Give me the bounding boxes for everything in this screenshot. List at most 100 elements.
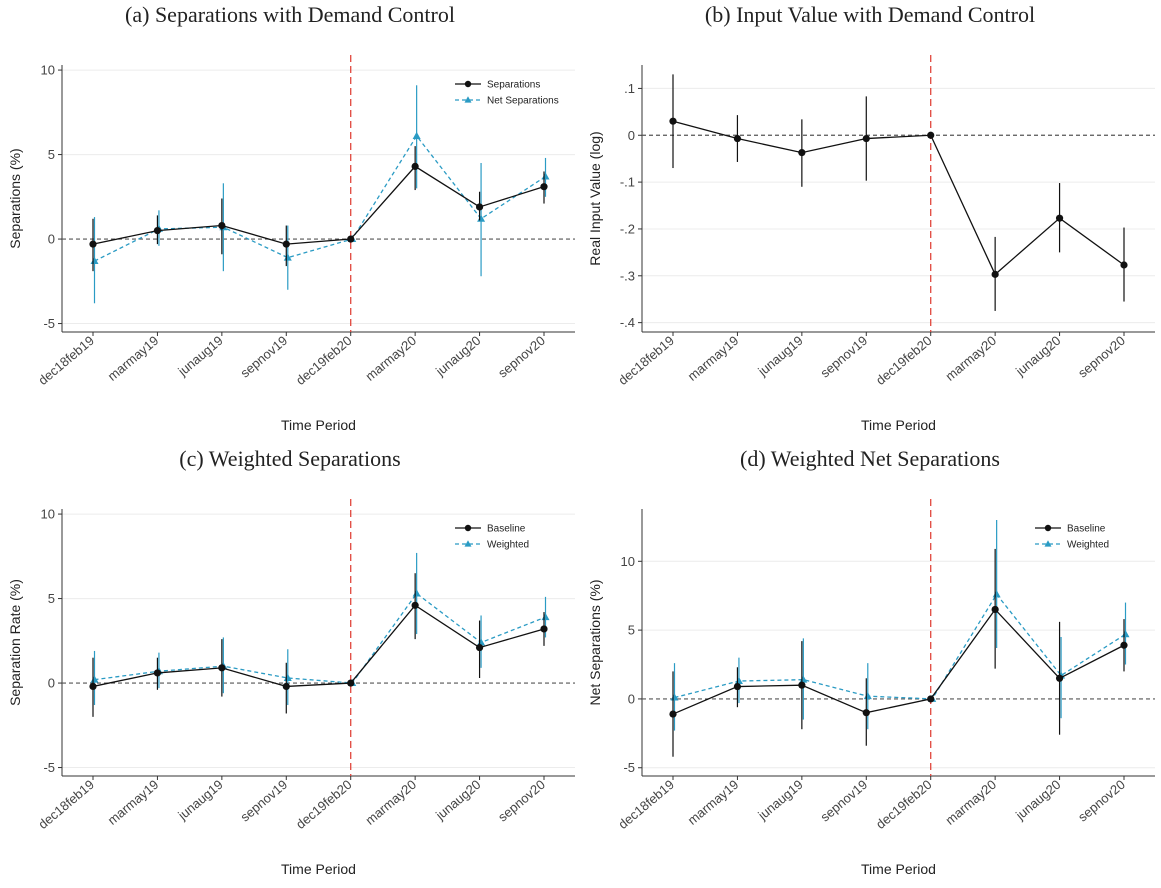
data-point <box>411 601 419 609</box>
data-point <box>1055 214 1064 222</box>
panel-d: (d) Weighted Net Separations -5 0 5 10 dec18… <box>580 444 1160 888</box>
x-tick-label: junaug19 <box>754 333 805 380</box>
data-point <box>798 148 806 157</box>
y-tick-label: 5 <box>48 591 55 606</box>
data-point <box>1120 641 1128 649</box>
y-tick-label: .1 <box>624 81 635 96</box>
x-tick-label: marmay19 <box>105 333 162 384</box>
series-line <box>674 593 1126 700</box>
data-point <box>1121 630 1130 638</box>
legend-label: Weighted <box>1067 540 1109 551</box>
legend-marker <box>1044 524 1052 532</box>
chart-b: .1 0 -.1 -.2 -.3 -.4 dec18feb19 marmay19 junaug1… <box>587 55 1155 433</box>
x-tick-label: junaug20 <box>1012 777 1063 824</box>
data-point <box>412 589 421 597</box>
data-point <box>1055 674 1064 682</box>
y-tick-label: -5 <box>43 760 55 775</box>
series-line <box>94 134 546 262</box>
data-point <box>540 625 548 633</box>
series-line <box>94 592 546 684</box>
x-tick-label: sepnov19 <box>817 333 870 381</box>
data-point <box>347 235 355 243</box>
x-tick-label: sepnov19 <box>237 333 290 381</box>
y-tick-label: 10 <box>41 63 55 78</box>
x-tick-label: sepnov20 <box>1075 777 1128 825</box>
x-tick-label: sepnov20 <box>1075 333 1128 381</box>
data-point <box>218 664 226 672</box>
x-tick-label: sepnov20 <box>495 777 548 825</box>
x-tick-label: marmay19 <box>685 333 742 384</box>
data-point <box>153 227 162 235</box>
data-point <box>669 710 677 718</box>
data-point <box>89 682 97 691</box>
y-tick-label: 10 <box>41 507 55 522</box>
y-tick-label: -5 <box>623 760 635 775</box>
y-tick-label: -.4 <box>620 315 635 330</box>
legend-label: Separations <box>487 80 540 91</box>
data-point <box>733 134 742 143</box>
panel-title: (b) Input Value with Demand Control <box>704 2 1036 27</box>
y-tick-label: 0 <box>48 232 55 247</box>
data-point <box>733 682 742 691</box>
data-point <box>153 669 162 677</box>
x-axis-title: Time Period <box>281 861 356 877</box>
data-point <box>991 605 999 614</box>
y-tick-label: -5 <box>43 316 55 331</box>
data-point <box>89 240 97 248</box>
data-point <box>411 162 419 170</box>
data-point <box>1120 261 1128 269</box>
data-point <box>412 131 421 139</box>
y-axis-title: Separations (%) <box>7 148 23 248</box>
y-axis-title: Real Input Value (log) <box>587 131 603 265</box>
legend-label: Net Separations <box>487 96 559 107</box>
x-tick-label: junaug19 <box>754 777 805 824</box>
series-line <box>672 120 1125 276</box>
y-axis-title: Net Separations (%) <box>587 579 603 705</box>
y-tick-label: 5 <box>628 623 635 638</box>
panel-title: (d) Weighted Net Separations <box>740 446 1000 471</box>
legend-label: Baseline <box>487 524 526 535</box>
x-tick-label: dec18feb19 <box>35 333 97 388</box>
y-tick-label: -.3 <box>620 268 635 283</box>
x-tick-label: dec18feb19 <box>615 777 677 832</box>
y-tick-label: 0 <box>628 691 635 706</box>
x-tick-label: junaug19 <box>174 777 225 824</box>
panel-a: (a) Separations with Demand Control -5 0 5… <box>0 0 580 444</box>
legend-marker <box>464 524 472 532</box>
data-point <box>218 221 226 230</box>
data-point <box>862 134 870 143</box>
x-axis-title: Time Period <box>861 417 936 433</box>
data-point <box>734 676 743 685</box>
panel-c: (c) Weighted Separations -5 0 5 10 dec18feb1… <box>0 444 580 888</box>
panel-b: (b) Input Value with Demand Control .1 0 -… <box>580 0 1160 444</box>
x-tick-label: junaug20 <box>432 333 483 380</box>
x-tick-label: sepnov20 <box>495 333 548 381</box>
x-tick-label: sepnov19 <box>237 777 290 825</box>
y-tick-label: -.1 <box>620 175 635 190</box>
data-point <box>798 681 806 689</box>
x-tick-label: junaug20 <box>1012 333 1063 380</box>
x-axis-title: Time Period <box>281 417 356 433</box>
data-point <box>90 256 99 265</box>
data-point <box>475 203 484 211</box>
data-point <box>992 590 1001 598</box>
panel-title: (a) Separations with Demand Control <box>125 2 455 27</box>
y-tick-label: 0 <box>628 128 635 143</box>
data-point <box>927 131 935 139</box>
series-line <box>672 608 1125 715</box>
x-tick-label: dec19feb20 <box>873 777 935 832</box>
x-tick-label: dec19feb20 <box>293 333 355 388</box>
x-tick-label: marmay20 <box>362 333 419 384</box>
y-tick-label: 5 <box>48 147 55 162</box>
data-point <box>927 695 935 703</box>
data-point <box>799 675 808 683</box>
x-tick-label: dec18feb19 <box>35 777 97 832</box>
legend-label: Weighted <box>487 540 529 551</box>
x-tick-label: marmay19 <box>685 777 742 828</box>
data-point <box>541 612 550 621</box>
data-point <box>991 270 999 278</box>
x-tick-label: junaug20 <box>432 777 483 824</box>
panel-title: (c) Weighted Separations <box>179 446 401 471</box>
legend-marker <box>464 80 472 88</box>
series-line <box>92 165 545 245</box>
